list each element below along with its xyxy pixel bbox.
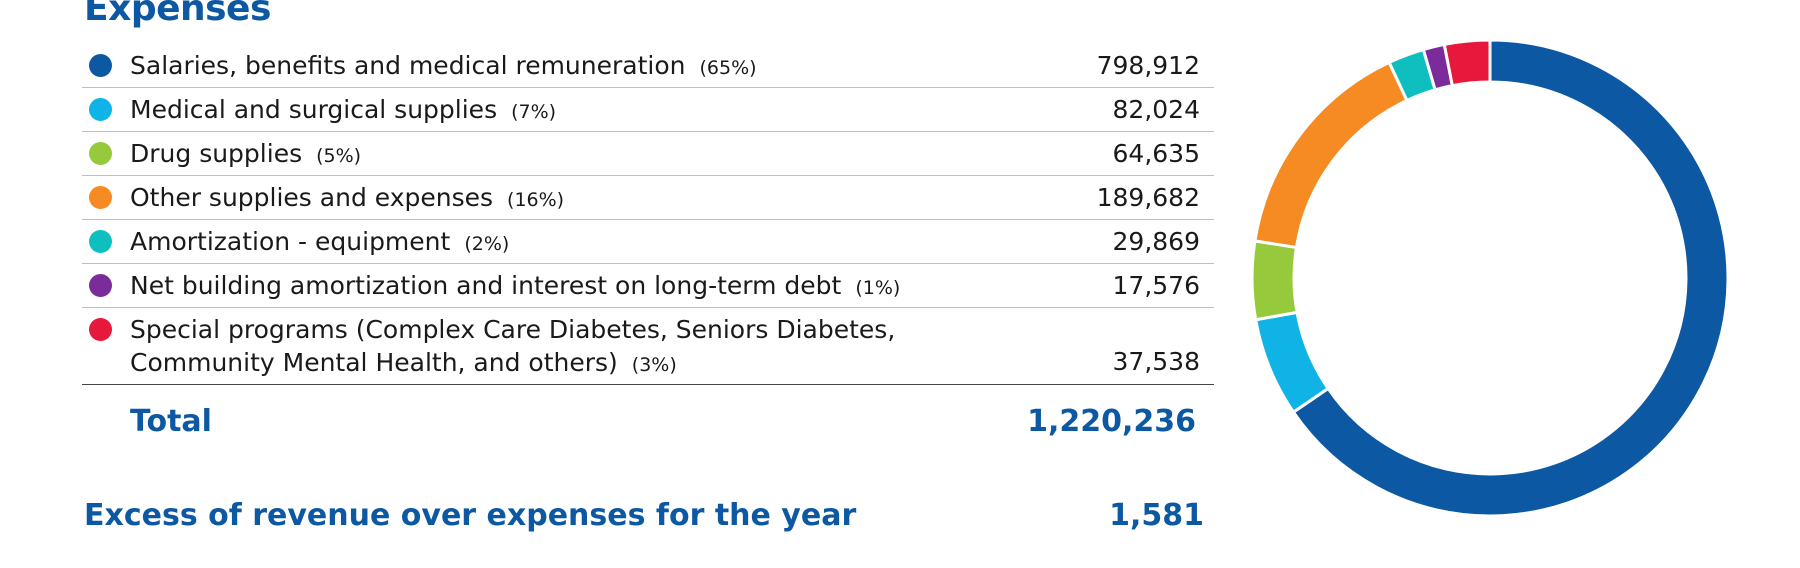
legend-dot xyxy=(89,318,112,341)
table-row: Net building amortization and interest o… xyxy=(82,264,1214,308)
table-row: Medical and surgical supplies (7%) 82,024 xyxy=(82,88,1214,132)
expenses-table: Salaries, benefits and medical remunerat… xyxy=(82,44,1214,385)
legend-dot xyxy=(89,230,112,253)
table-row: Salaries, benefits and medical remunerat… xyxy=(82,44,1214,88)
table-row: Other supplies and expenses (16%) 189,682 xyxy=(82,176,1214,220)
total-label: Total xyxy=(130,404,212,439)
section-heading: Expenses xyxy=(84,0,271,29)
row-label: Other supplies and expenses (16%) xyxy=(130,183,565,212)
excess-value: 1,581 xyxy=(1109,498,1204,533)
donut-slice xyxy=(1253,60,1409,250)
row-percent: (16%) xyxy=(507,189,565,211)
row-value: 37,538 xyxy=(1112,347,1200,376)
table-row: Special programs (Complex Care Diabetes,… xyxy=(82,308,1214,385)
row-value: 189,682 xyxy=(1096,183,1200,212)
row-label: Net building amortization and interest o… xyxy=(130,271,901,300)
excess-label: Excess of revenue over expenses for the … xyxy=(84,498,857,533)
row-label: Medical and surgical supplies (7%) xyxy=(130,95,557,124)
row-label: Drug supplies (5%) xyxy=(130,139,362,168)
total-value: 1,220,236 xyxy=(1027,404,1196,439)
row-percent: (5%) xyxy=(316,145,362,167)
donut-slice xyxy=(1250,239,1299,322)
row-value: 64,635 xyxy=(1112,139,1200,168)
legend-dot xyxy=(89,186,112,209)
row-label: Amortization - equipment (2%) xyxy=(130,227,510,256)
row-percent: (2%) xyxy=(464,233,510,255)
legend-dot xyxy=(89,274,112,297)
row-label: Special programs (Complex Care Diabetes,… xyxy=(130,315,896,377)
row-percent: (7%) xyxy=(511,101,557,123)
row-value: 798,912 xyxy=(1096,51,1200,80)
table-row: Drug supplies (5%) 64,635 xyxy=(82,132,1214,176)
donut-slice xyxy=(1442,38,1492,88)
legend-dot xyxy=(89,54,112,77)
row-percent: (65%) xyxy=(699,57,757,79)
donut-slice xyxy=(1253,310,1331,415)
row-percent: (1%) xyxy=(855,277,901,299)
row-label: Salaries, benefits and medical remunerat… xyxy=(130,51,757,80)
table-row: Amortization - equipment (2%) 29,869 xyxy=(82,220,1214,264)
donut-slice xyxy=(1291,38,1730,518)
legend-dot xyxy=(89,98,112,121)
expenses-donut-chart xyxy=(1250,38,1730,518)
legend-dot xyxy=(89,142,112,165)
row-value: 17,576 xyxy=(1112,271,1200,300)
row-percent: (3%) xyxy=(631,354,677,376)
row-value: 29,869 xyxy=(1112,227,1200,256)
row-value: 82,024 xyxy=(1112,95,1200,124)
